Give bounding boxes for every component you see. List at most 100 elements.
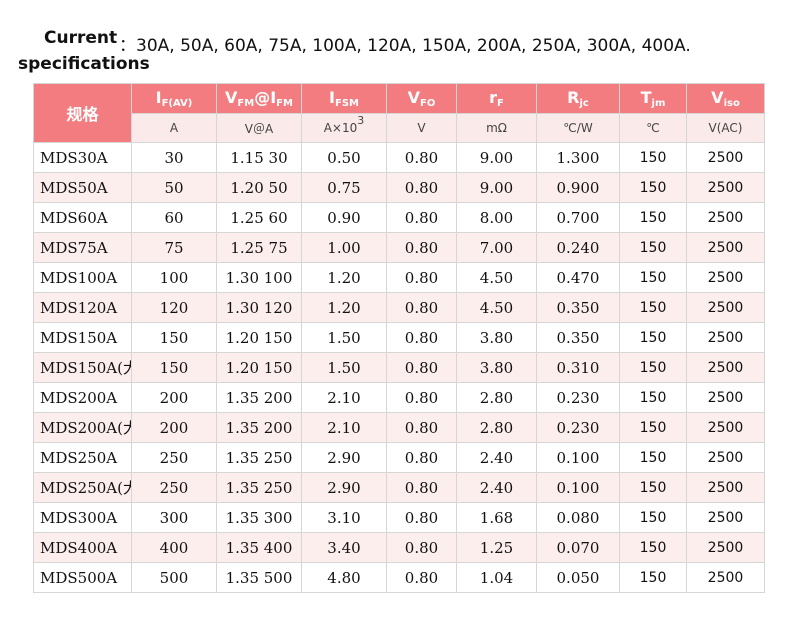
rjc-sym-sub: jc (579, 98, 589, 109)
vfm-sym-sub2: FM (276, 98, 293, 109)
if-cell: 250 (131, 472, 217, 503)
ifsm-cell: 1.50 (301, 322, 387, 353)
rf-cell: 2.80 (456, 382, 537, 413)
rjc-cell: 0.070 (536, 532, 620, 563)
ifsm-cell: 3.10 (301, 502, 387, 533)
table-row: MDS150A 150 1.20 150 1.50 0.80 3.80 0.350 150 25… (33, 322, 765, 353)
col-rf-symbol: rF (456, 83, 537, 114)
vfm-cell: 1.35 250 (216, 442, 302, 473)
current-values: ：30A, 50A, 60A, 75A, 100A, 120A, 150A, 2… (119, 36, 691, 56)
vfm-sym-mid: @I (254, 88, 277, 107)
ifsm-cell: 3.40 (301, 532, 387, 563)
vfo-cell: 0.80 (386, 562, 457, 593)
ifsm-cell: 0.75 (301, 172, 387, 203)
rjc-cell: 1.300 (536, 142, 620, 173)
tjm-cell: 150 (619, 472, 687, 503)
rjc-cell: 0.700 (536, 202, 620, 233)
vfo-cell: 0.80 (386, 532, 457, 563)
if-cell: 200 (131, 382, 217, 413)
model-cell: MDS60A (33, 202, 132, 233)
model-cell: MDS50A (33, 172, 132, 203)
vfm-cell: 1.30 100 (216, 262, 302, 293)
col-viso-symbol: Viso (686, 83, 765, 114)
rf-cell: 4.50 (456, 292, 537, 323)
vfm-cell: 1.25 60 (216, 202, 302, 233)
vfm-sym-main: V (225, 88, 238, 107)
rf-cell: 1.25 (456, 532, 537, 563)
unit-ifsm-base: A×10 (323, 121, 358, 135)
ifsm-cell: 2.10 (301, 382, 387, 413)
viso-cell: 2500 (686, 172, 765, 203)
rjc-cell: 0.350 (536, 292, 620, 323)
viso-cell: 2500 (686, 292, 765, 323)
vfo-cell: 0.80 (386, 412, 457, 443)
viso-sym-main: V (711, 88, 724, 107)
vfo-cell: 0.80 (386, 262, 457, 293)
viso-cell: 2500 (686, 262, 765, 293)
if-sym-sub: F(AV) (161, 98, 193, 109)
tjm-cell: 150 (619, 442, 687, 473)
model-header: 规格 (33, 83, 132, 143)
viso-cell: 2500 (686, 472, 765, 503)
if-cell: 150 (131, 352, 217, 383)
vfm-cell: 1.35 500 (216, 562, 302, 593)
if-cell: 200 (131, 412, 217, 443)
vfo-cell: 0.80 (386, 352, 457, 383)
rjc-cell: 0.100 (536, 472, 620, 503)
rjc-cell: 0.900 (536, 172, 620, 203)
tjm-cell: 150 (619, 202, 687, 233)
rjc-cell: 0.350 (536, 322, 620, 353)
col-if-symbol: IF(AV) (131, 83, 217, 114)
tjm-cell: 150 (619, 412, 687, 443)
unit-viso: V(AC) (686, 113, 765, 143)
viso-cell: 2500 (686, 202, 765, 233)
rf-cell: 9.00 (456, 172, 537, 203)
rf-cell: 1.04 (456, 562, 537, 593)
table-row: MDS75A 75 1.25 75 1.00 0.80 7.00 0.240 150 2500 (33, 232, 765, 263)
spec-table-body: MDS30A 30 1.15 30 0.50 0.80 9.00 1.300 150 2500 M… (33, 142, 765, 593)
vfo-cell: 0.80 (386, 382, 457, 413)
model-cell: MDS150A (33, 322, 132, 353)
table-row: MDS30A 30 1.15 30 0.50 0.80 9.00 1.300 150 2500 (33, 142, 765, 173)
if-cell: 400 (131, 532, 217, 563)
spec-table: 规格 IF(AV) VFM@IFM IFSM VFO rF Rjc Tjm Vi… (33, 83, 765, 593)
model-cell: MDS250A (33, 442, 132, 473)
ifsm-cell: 2.10 (301, 412, 387, 443)
col-tjm-symbol: Tjm (619, 83, 687, 114)
model-cell: MDS75A (33, 232, 132, 263)
model-cell: MDS100A (33, 262, 132, 293)
if-cell: 75 (131, 232, 217, 263)
model-cell: MDS250A(大型) (33, 472, 132, 503)
vfm-cell: 1.15 30 (216, 142, 302, 173)
if-cell: 120 (131, 292, 217, 323)
ifsm-cell: 2.90 (301, 442, 387, 473)
tjm-cell: 150 (619, 262, 687, 293)
symbol-header-row: 规格 IF(AV) VFM@IFM IFSM VFO rF Rjc Tjm Vi… (33, 83, 765, 143)
col-rjc-symbol: Rjc (536, 83, 620, 114)
rjc-cell: 0.080 (536, 502, 620, 533)
table-row: MDS120A 120 1.30 120 1.20 0.80 4.50 0.350 150 25… (33, 292, 765, 323)
specifications-label: specifications (18, 54, 150, 74)
rf-cell: 4.50 (456, 262, 537, 293)
viso-cell: 2500 (686, 532, 765, 563)
viso-cell: 2500 (686, 232, 765, 263)
vfm-cell: 1.30 120 (216, 292, 302, 323)
rjc-sym-main: R (567, 88, 580, 107)
vfo-sym-main: V (407, 88, 421, 107)
table-row: MDS300A 300 1.35 300 3.10 0.80 1.68 0.080 150 25… (33, 502, 765, 533)
rjc-cell: 0.470 (536, 262, 620, 293)
model-cell: MDS30A (33, 142, 132, 173)
tjm-cell: 150 (619, 292, 687, 323)
unit-ifsm: A×103 (301, 113, 387, 143)
col-ifsm-symbol: IFSM (301, 83, 387, 114)
unit-rf: mΩ (456, 113, 537, 143)
rf-cell: 3.80 (456, 352, 537, 383)
vfm-cell: 1.35 250 (216, 472, 302, 503)
rjc-cell: 0.230 (536, 382, 620, 413)
vfo-cell: 0.80 (386, 232, 457, 263)
unit-rjc: ℃/W (536, 113, 620, 143)
vfm-cell: 1.35 200 (216, 412, 302, 443)
vfo-cell: 0.80 (386, 502, 457, 533)
ifsm-cell: 0.90 (301, 202, 387, 233)
